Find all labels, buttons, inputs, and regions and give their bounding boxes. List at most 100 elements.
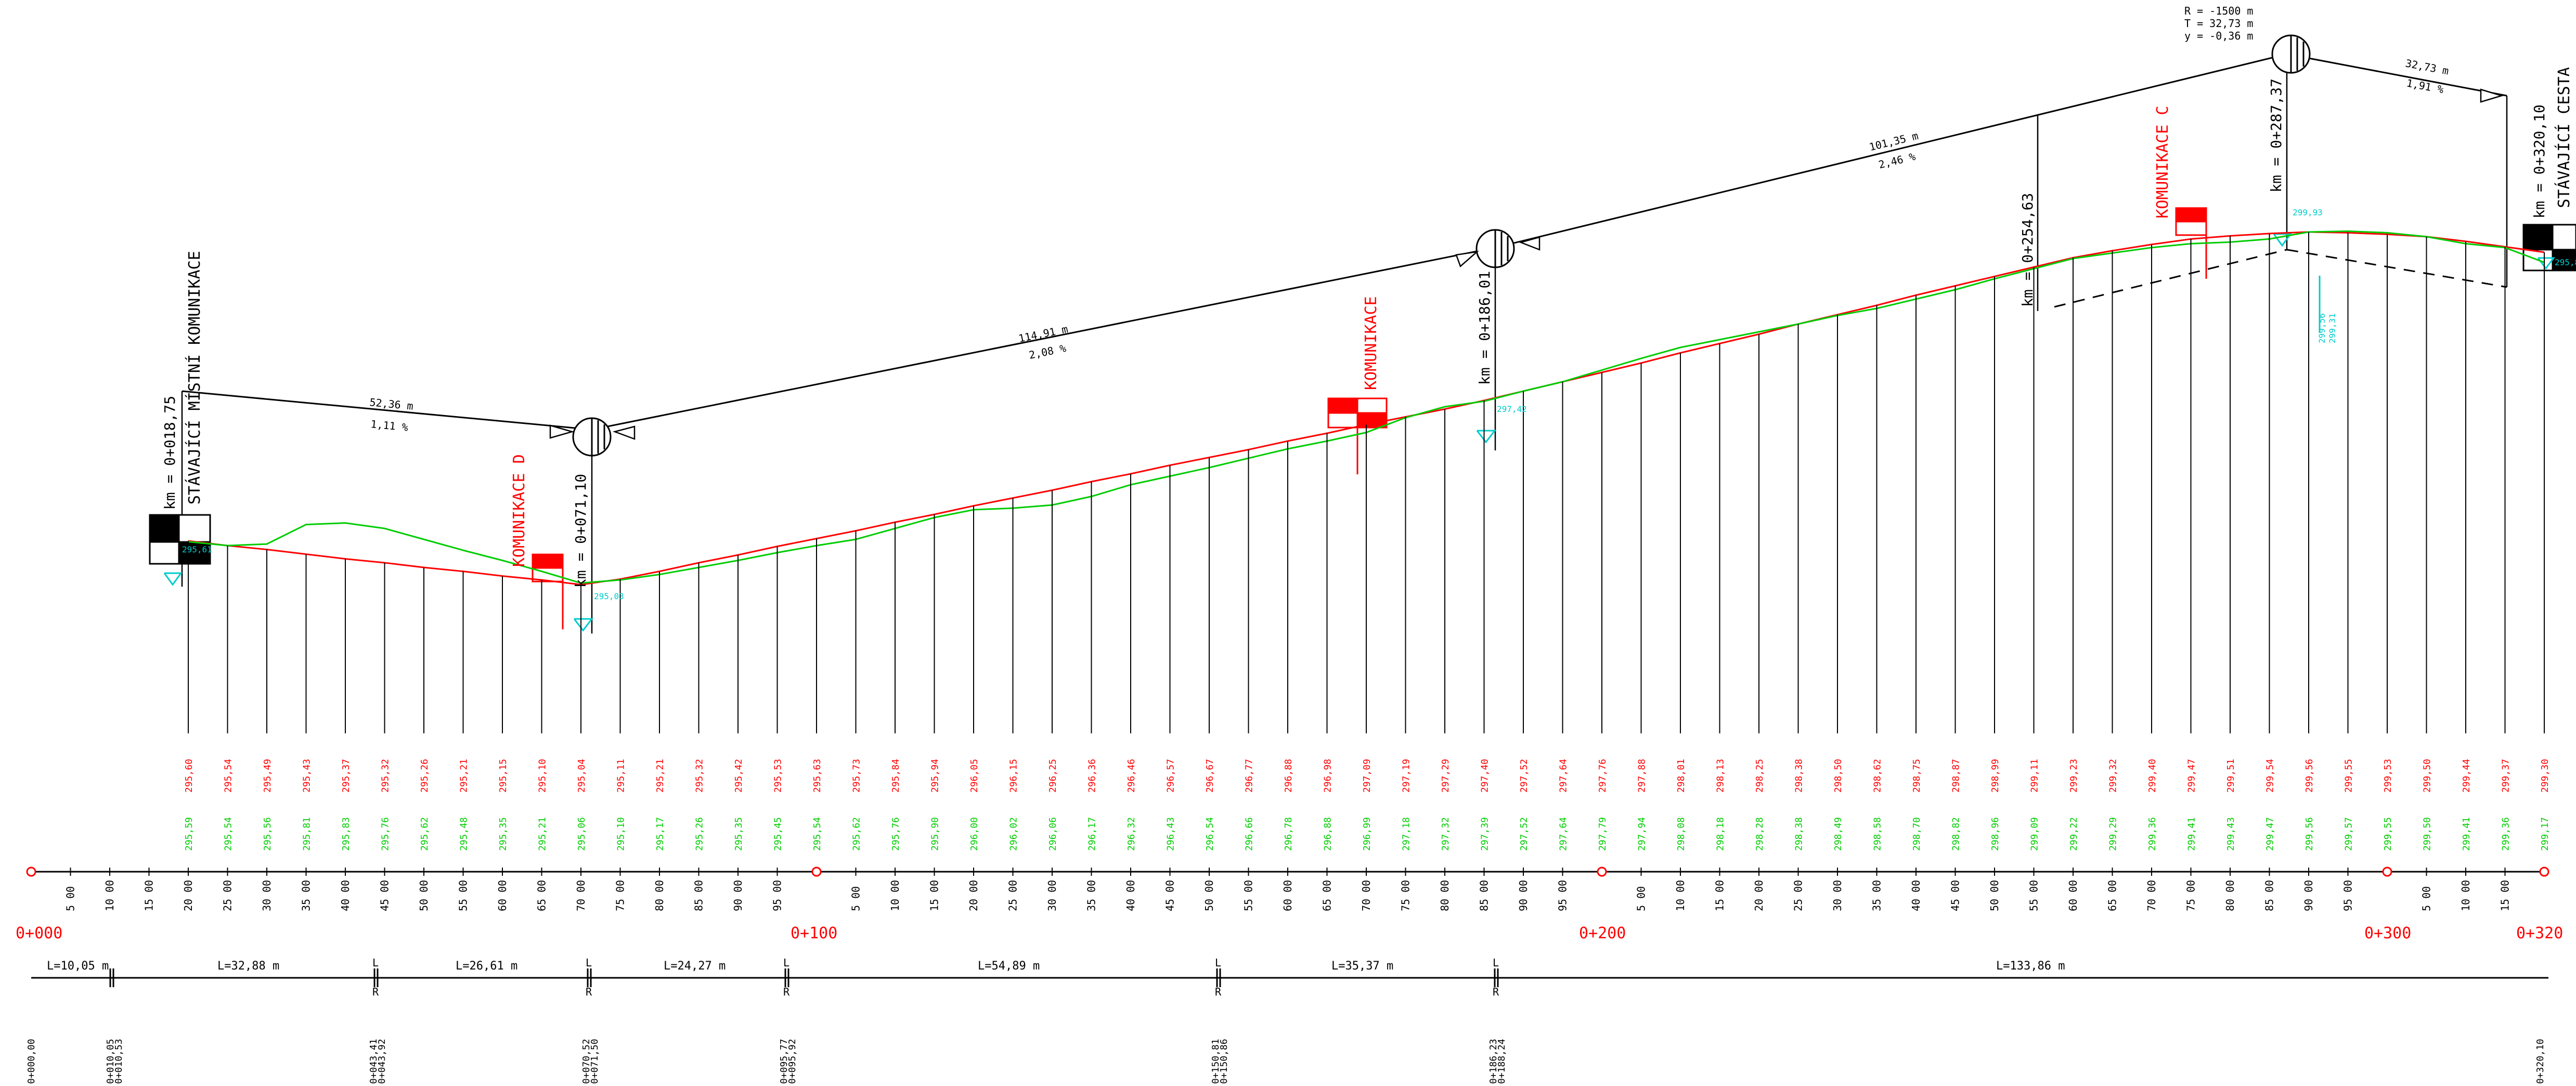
junction-flag-d xyxy=(532,553,564,629)
design-elevation-label: 296,46 xyxy=(1126,759,1137,793)
chainage-sub-label: 5 00 xyxy=(1635,886,1648,911)
chainage-sub-label: 65 00 xyxy=(1321,880,1334,911)
alignment-point-label: 0+010,05 xyxy=(105,1039,116,1084)
alignment-point-label: 0+010,53 xyxy=(113,1039,124,1084)
design-elevation-label: 297,88 xyxy=(1637,759,1648,793)
cyan-elev: 299,31 xyxy=(2327,313,2337,343)
chainage-sub-label: 15 00 xyxy=(143,880,156,911)
alignment-point-label: 0+000,00 xyxy=(26,1039,37,1084)
terrain-elevation-label: 295,81 xyxy=(302,817,313,851)
terrain-elevation-label: 299,17 xyxy=(2540,817,2551,851)
terrain-elevation-label: 298,08 xyxy=(1676,817,1687,851)
alignment-point-label: 0+150,86 xyxy=(1219,1039,1229,1084)
design-elevation-label: 297,64 xyxy=(1558,759,1569,793)
terrain-elevation-label: 295,90 xyxy=(930,817,941,851)
design-elevation-label: 298,75 xyxy=(1911,759,1922,793)
alignment-point-label: 0+043,92 xyxy=(377,1039,387,1084)
chainage-sub-label: 60 00 xyxy=(1281,880,1294,911)
km-labels: km = 0+018,75 km = 0+071,10 km = 0+186,0… xyxy=(161,79,2548,588)
design-elevation-label: 295,32 xyxy=(380,759,391,793)
chainage-sub-label: 55 00 xyxy=(2028,880,2040,911)
terrain-elevation-label: 297,32 xyxy=(1440,817,1451,851)
design-elevation-label: 295,94 xyxy=(930,759,941,793)
chainage-0320: 0+320 xyxy=(2516,924,2563,942)
chainage-sub-label: 80 00 xyxy=(653,880,666,911)
chainage-sub-label: 70 00 xyxy=(1360,880,1373,911)
design-elevation-label: 296,36 xyxy=(1087,759,1098,793)
chainage-sub-label: 75 00 xyxy=(614,880,627,911)
chainage-sub-label: 90 00 xyxy=(1517,880,1530,911)
alignment-point-label: 0+070,52 xyxy=(581,1039,592,1084)
alignment-marker-l: L xyxy=(1493,956,1499,969)
terrain-elevation-label: 297,64 xyxy=(1558,817,1569,851)
terrain-elevation-label: 297,79 xyxy=(1597,817,1608,851)
axis-major-node xyxy=(1597,867,1607,877)
terrain-elevation-label: 295,35 xyxy=(733,817,744,851)
terrain-elevation-label: 296,66 xyxy=(1244,817,1255,851)
chainage-sub-label: 15 00 xyxy=(2499,880,2512,911)
km-label: km = 0+287,37 xyxy=(2268,79,2285,192)
chainage-0300: 0+300 xyxy=(2364,924,2411,942)
design-elevation-label: 296,77 xyxy=(1244,759,1255,793)
terrain-elevation-label: 297,18 xyxy=(1401,817,1412,851)
design-elevation-label: 298,13 xyxy=(1715,759,1726,793)
cyan-elevation-labels: 295,61 295,03 297,42 299,93 295,8 299,56… xyxy=(182,208,2576,601)
design-elevation-label: 299,47 xyxy=(2186,759,2197,793)
terrain-elevation-label: 297,39 xyxy=(1480,817,1491,851)
terrain-elevation-label: 297,52 xyxy=(1519,817,1530,851)
design-elevation-label: 295,04 xyxy=(576,759,587,793)
chainage-sub-label: 75 00 xyxy=(2185,880,2197,911)
design-elevation-label: 299,11 xyxy=(2029,759,2040,793)
design-elevation-label: 299,56 xyxy=(2304,759,2315,793)
terrain-elevation-label: 298,18 xyxy=(1715,817,1726,851)
terrain-elevation-label: 295,76 xyxy=(380,817,391,851)
chainage-sub-label: 85 00 xyxy=(693,880,705,911)
terrain-elevation-label: 296,78 xyxy=(1283,817,1294,851)
communication-label: KOMUNIKACE xyxy=(1362,296,1380,390)
axis-major-node xyxy=(2539,867,2549,877)
design-elevation-label: 297,52 xyxy=(1519,759,1530,793)
alignment-marker-l: L xyxy=(372,956,379,969)
alignment-marker-r: R xyxy=(1493,986,1499,998)
cyan-elev: 299,93 xyxy=(2293,208,2323,217)
design-elevation-label: 299,32 xyxy=(2108,759,2119,793)
chainage-sub-label: 70 00 xyxy=(575,880,587,911)
terrain-elevation-label: 295,48 xyxy=(459,817,470,851)
chainage-sub-label: 40 00 xyxy=(1910,880,1922,911)
terrain-elevation-label: 295,62 xyxy=(851,817,862,851)
chainage-sub-label: 90 00 xyxy=(732,880,744,911)
design-elevation-label: 299,50 xyxy=(2422,759,2433,793)
design-elevation-label: 298,25 xyxy=(1754,759,1765,793)
design-elevation-label: 295,49 xyxy=(262,759,273,793)
chainage-sub-label: 50 00 xyxy=(418,880,430,911)
design-elevation-label: 295,84 xyxy=(890,759,901,793)
chainage-sub-label: 85 00 xyxy=(2263,880,2276,911)
chainage-sub-label: 85 00 xyxy=(1478,880,1491,911)
terrain-elevation-label: 296,32 xyxy=(1126,817,1137,851)
chainage-sub-label: 80 00 xyxy=(1439,880,1451,911)
chainage-sub-label: 55 00 xyxy=(1242,880,1255,911)
design-elevation-label: 297,09 xyxy=(1362,759,1373,793)
station-ordinates xyxy=(188,232,2545,733)
design-elevation-label: 295,60 xyxy=(184,759,195,793)
chainage-sub-label: 10 00 xyxy=(2460,880,2472,911)
grade-slope: 2,08 % xyxy=(1028,342,1067,361)
alignment-marker-l: L xyxy=(1215,956,1221,969)
chainage-sub-label: 75 00 xyxy=(1400,880,1412,911)
terrain-elevation-label: 295,26 xyxy=(694,817,705,851)
terrain-elevation-label: 298,38 xyxy=(1794,817,1805,851)
terrain-elevation-label: 299,55 xyxy=(2383,817,2393,851)
communication-c-label: KOMUNIKACE C xyxy=(2154,106,2172,218)
chainage-sub-label: 10 00 xyxy=(1674,880,1687,911)
design-elevation-label: 296,67 xyxy=(1205,759,1215,793)
chainage-sub-label: 5 00 xyxy=(2420,886,2433,911)
chainage-0000: 0+000 xyxy=(16,924,62,942)
chainage-main-labels: 0+000 0+100 0+200 0+300 0+320 xyxy=(16,924,2563,942)
km-label: km = 0+254,63 xyxy=(2019,193,2036,307)
segment-length: L=26,61 m xyxy=(456,960,517,973)
chainage-sub-label: 10 00 xyxy=(889,880,901,911)
grade-length: 114,91 m xyxy=(1017,322,1069,345)
design-elevation-label: 298,87 xyxy=(1951,759,1962,793)
chainage-sub-label: 50 00 xyxy=(1988,880,2001,911)
